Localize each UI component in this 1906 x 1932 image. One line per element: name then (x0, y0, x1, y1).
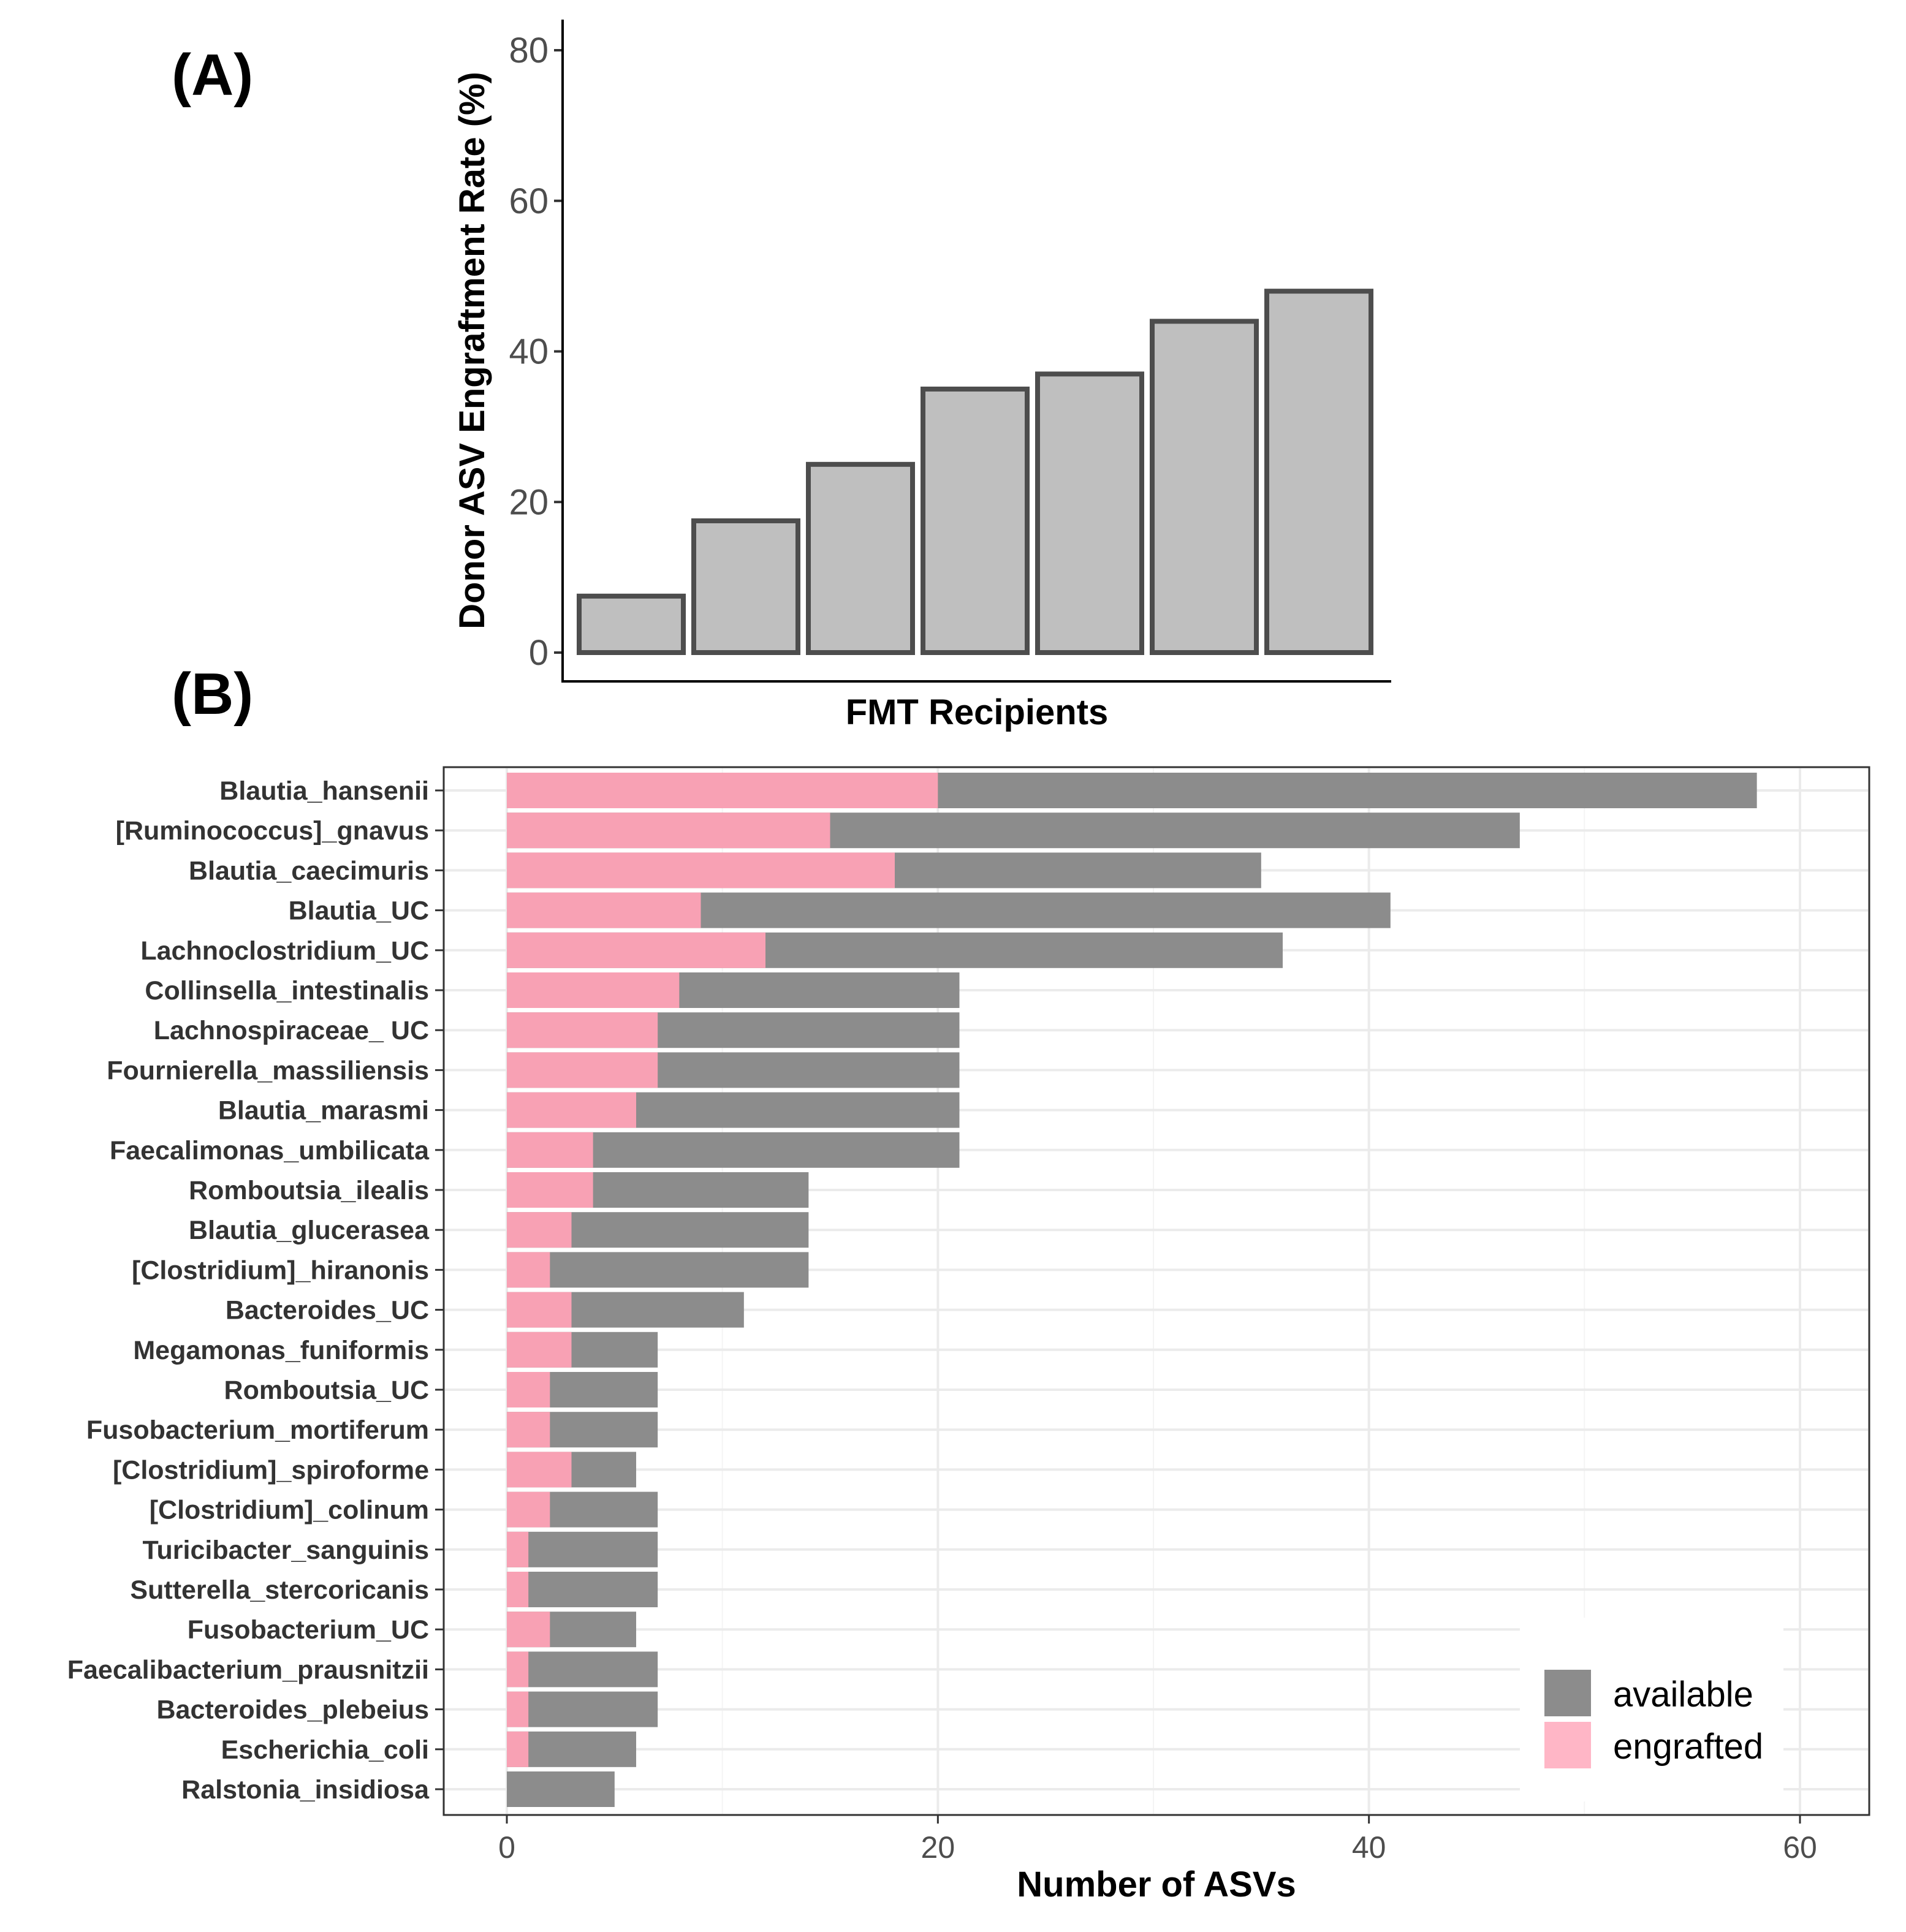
panel-a-y-ticks: 0 20 40 60 80 (509, 31, 563, 673)
panel-a-bar (921, 386, 1030, 655)
panel-b-category-label: Blautia_UC (289, 896, 429, 926)
panel-b-bar-engrafted (507, 773, 938, 808)
panel-b-category-label: Bacteroides_plebeius (156, 1695, 429, 1725)
panel-b-category-label: Bacteroides_UC (226, 1296, 429, 1325)
panel-b-category-label: Blautia_hansenii (219, 776, 429, 806)
panel-b-x-axis-title: Number of ASVs (1017, 1865, 1296, 1904)
panel-b-bar-engrafted (507, 892, 701, 928)
panel-a-y-tick-label: 60 (509, 181, 549, 221)
panel-a-bar (1035, 371, 1144, 655)
panel-b-category-label: [Clostridium]_spiroforme (113, 1455, 429, 1485)
panel-b-bar-available (507, 1651, 658, 1688)
panel-b-bar-available (507, 1691, 658, 1727)
panel-b-legend: available engrafted (1520, 1618, 1783, 1801)
panel-b-bar-available (507, 1531, 658, 1567)
panel-b-bars (507, 773, 1757, 1807)
panel-a-x-axis-title: FMT Recipients (846, 692, 1109, 732)
panel-b-bar-engrafted (507, 932, 765, 968)
panel-b-category-label: Faecalibacterium_prausnitzii (67, 1655, 429, 1684)
panel-b-x-tick-label: 0 (498, 1830, 515, 1865)
panel-a-y-tick-label: 80 (509, 31, 549, 70)
panel-b-plot-border (442, 766, 1870, 1816)
panel-a-bar (806, 461, 915, 655)
panel-b-category-label: [Clostridium]_colinum (150, 1496, 429, 1525)
panel-b-x-tick-label: 60 (1783, 1830, 1817, 1865)
panel-b-category-label: Fournierella_massiliensis (107, 1056, 429, 1085)
panel-b-bar-engrafted (507, 972, 680, 1008)
panel-b-category-label: Fusobacterium_UC (188, 1615, 429, 1645)
panel-b-bar-engrafted (507, 1212, 572, 1248)
panel-b-bar-engrafted (507, 1292, 572, 1328)
panel-a-y-axis-title: Donor ASV Engraftment Rate (%) (452, 72, 492, 629)
panel-b-bar-engrafted (507, 1332, 572, 1368)
panel-b-label: (B) (172, 661, 253, 727)
panel-a-bars (577, 289, 1373, 655)
panel-b-category-label: Lachnospiraceae_ UC (154, 1016, 429, 1045)
panel-b-bar-available (507, 1252, 809, 1288)
panel-b-bar-engrafted (507, 1052, 658, 1088)
panel-b-bar-engrafted (507, 1612, 550, 1648)
panel-b-bar-engrafted (507, 1012, 658, 1048)
panel-b-category-label: Lachnoclostridium_UC (140, 936, 429, 966)
panel-b-bar-engrafted (507, 1412, 550, 1448)
panel-a-y-tick-label: 40 (509, 332, 549, 372)
panel-b-category-label: Fusobacterium_mortiferum (86, 1415, 429, 1445)
panel-a-y-tick-label: 20 (509, 482, 549, 522)
panel-b-bar-engrafted (507, 1731, 529, 1767)
panel-b-category-label: Turicibacter_sanguinis (142, 1536, 429, 1565)
panel-b-bar-engrafted (507, 852, 895, 888)
panel-b-chart: (B) Blautia_hansenii [Ruminococcus]_gnavu… (67, 661, 1870, 1904)
legend-swatch-available (1544, 1670, 1591, 1716)
panel-b-bar-engrafted (507, 1452, 572, 1488)
panel-a-y-tick-label: 0 (529, 633, 549, 673)
panel-b-bar-engrafted (507, 1651, 529, 1688)
legend-swatch-engrafted (1544, 1722, 1591, 1768)
panel-b-category-label: Faecalimonas_umbilicata (110, 1136, 430, 1165)
panel-b-x-ticks: 0 20 40 60 (498, 1815, 1817, 1865)
panel-b-bar-available (507, 1572, 658, 1607)
panel-b-category-label: [Clostridium]_hiranonis (132, 1256, 429, 1285)
legend-label-engrafted: engrafted (1613, 1727, 1763, 1767)
panel-b-bar-engrafted (507, 1531, 529, 1567)
panel-a-label: (A) (172, 42, 253, 108)
panel-b-category-label: Escherichia_coli (221, 1735, 429, 1765)
panel-b-bar-engrafted (507, 1172, 593, 1208)
panel-b-category-label: Blautia_glucerasea (189, 1216, 430, 1245)
panel-b-bar-engrafted (507, 813, 830, 849)
panel-b-bar-available (507, 1771, 615, 1807)
panel-b-category-label: Ralstonia_insidiosa (181, 1775, 430, 1805)
panel-b-category-label: Blautia_marasmi (218, 1096, 429, 1126)
panel-b-bar-engrafted (507, 1092, 636, 1128)
panel-b-category-label: Romboutsia_UC (224, 1376, 429, 1405)
panel-b-x-tick-label: 40 (1352, 1830, 1386, 1865)
panel-a-bar (1150, 319, 1259, 655)
panel-a-chart: (A) 0 20 40 60 80 FMT Recipients Donor ASV E… (172, 20, 1391, 732)
panel-b-bar-engrafted (507, 1691, 529, 1727)
panel-b-category-label: Megamonas_funiformis (133, 1336, 429, 1365)
panel-b-category-label: Collinsella_intestinalis (145, 976, 429, 1006)
panel-b-category-label: Romboutsia_ilealis (189, 1176, 429, 1205)
panel-b-bar-engrafted (507, 1491, 550, 1528)
panel-b-bar-engrafted (507, 1132, 593, 1168)
panel-b-category-label: Sutterella_stercoricanis (130, 1575, 429, 1605)
legend-label-available: available (1613, 1675, 1753, 1714)
panel-b-x-tick-label: 20 (921, 1830, 955, 1865)
panel-b-category-label: Blautia_caecimuris (189, 856, 429, 885)
panel-b-bar-engrafted (507, 1572, 529, 1607)
panel-b-category-labels: Blautia_hansenii [Ruminococcus]_gnavus Bla… (67, 776, 444, 1805)
panel-b-bar-engrafted (507, 1252, 550, 1288)
panel-b-bar-engrafted (507, 1372, 550, 1407)
panel-a-bar (577, 593, 686, 655)
panel-a-bar (691, 518, 800, 655)
panel-a-bar (1264, 289, 1373, 655)
panel-b-category-label: [Ruminococcus]_gnavus (116, 816, 429, 846)
